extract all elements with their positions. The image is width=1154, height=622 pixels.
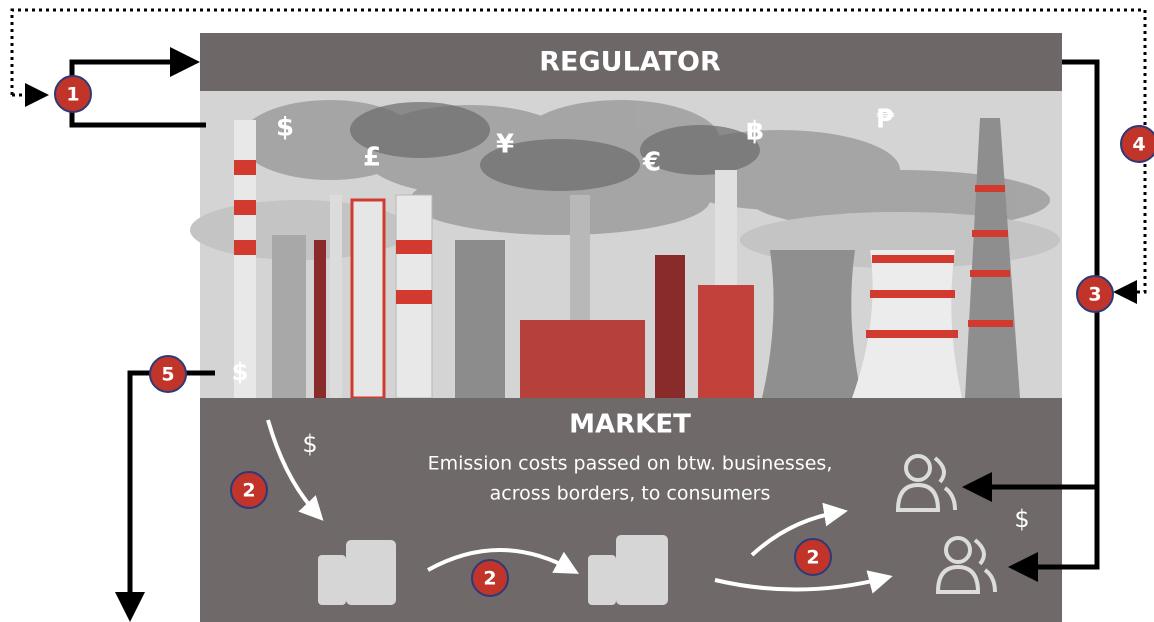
diagram: $ £ ¥ € ฿ ₱ REGULATOR MARKET Emission co… bbox=[0, 0, 1154, 622]
step-number: 5 bbox=[161, 364, 174, 386]
currency: £ bbox=[363, 143, 381, 173]
flow-label: $ bbox=[1014, 505, 1029, 533]
step-badge: 2 bbox=[795, 539, 831, 575]
market-description: Emission costs passed on btw. businesses… bbox=[428, 453, 833, 475]
market-label: MARKET bbox=[569, 410, 691, 440]
currency: ฿ bbox=[746, 117, 764, 147]
flow-label: $ bbox=[232, 358, 249, 386]
step-badge: 2 bbox=[472, 560, 508, 596]
factory-scene bbox=[190, 88, 1062, 400]
currency: ¥ bbox=[496, 130, 514, 160]
currency: $ bbox=[276, 113, 294, 143]
step-number: 3 bbox=[1088, 284, 1101, 306]
regulator-label: REGULATOR bbox=[539, 47, 721, 78]
step-number: 2 bbox=[483, 568, 496, 590]
step-number: 1 bbox=[66, 84, 79, 106]
step-badge: 4 bbox=[1121, 126, 1154, 162]
flow-label: $ bbox=[302, 430, 317, 458]
step-badge: 5 bbox=[150, 356, 186, 392]
market-description: across borders, to consumers bbox=[490, 483, 771, 505]
step-badge: 3 bbox=[1077, 276, 1113, 312]
currency: ₱ bbox=[876, 105, 895, 135]
step-badge: 1 bbox=[55, 76, 91, 112]
step-number: 2 bbox=[806, 547, 819, 569]
step-badge: 2 bbox=[231, 472, 267, 508]
step-number: 4 bbox=[1132, 134, 1145, 156]
step-number: 2 bbox=[242, 480, 255, 502]
currency: € bbox=[642, 148, 661, 178]
